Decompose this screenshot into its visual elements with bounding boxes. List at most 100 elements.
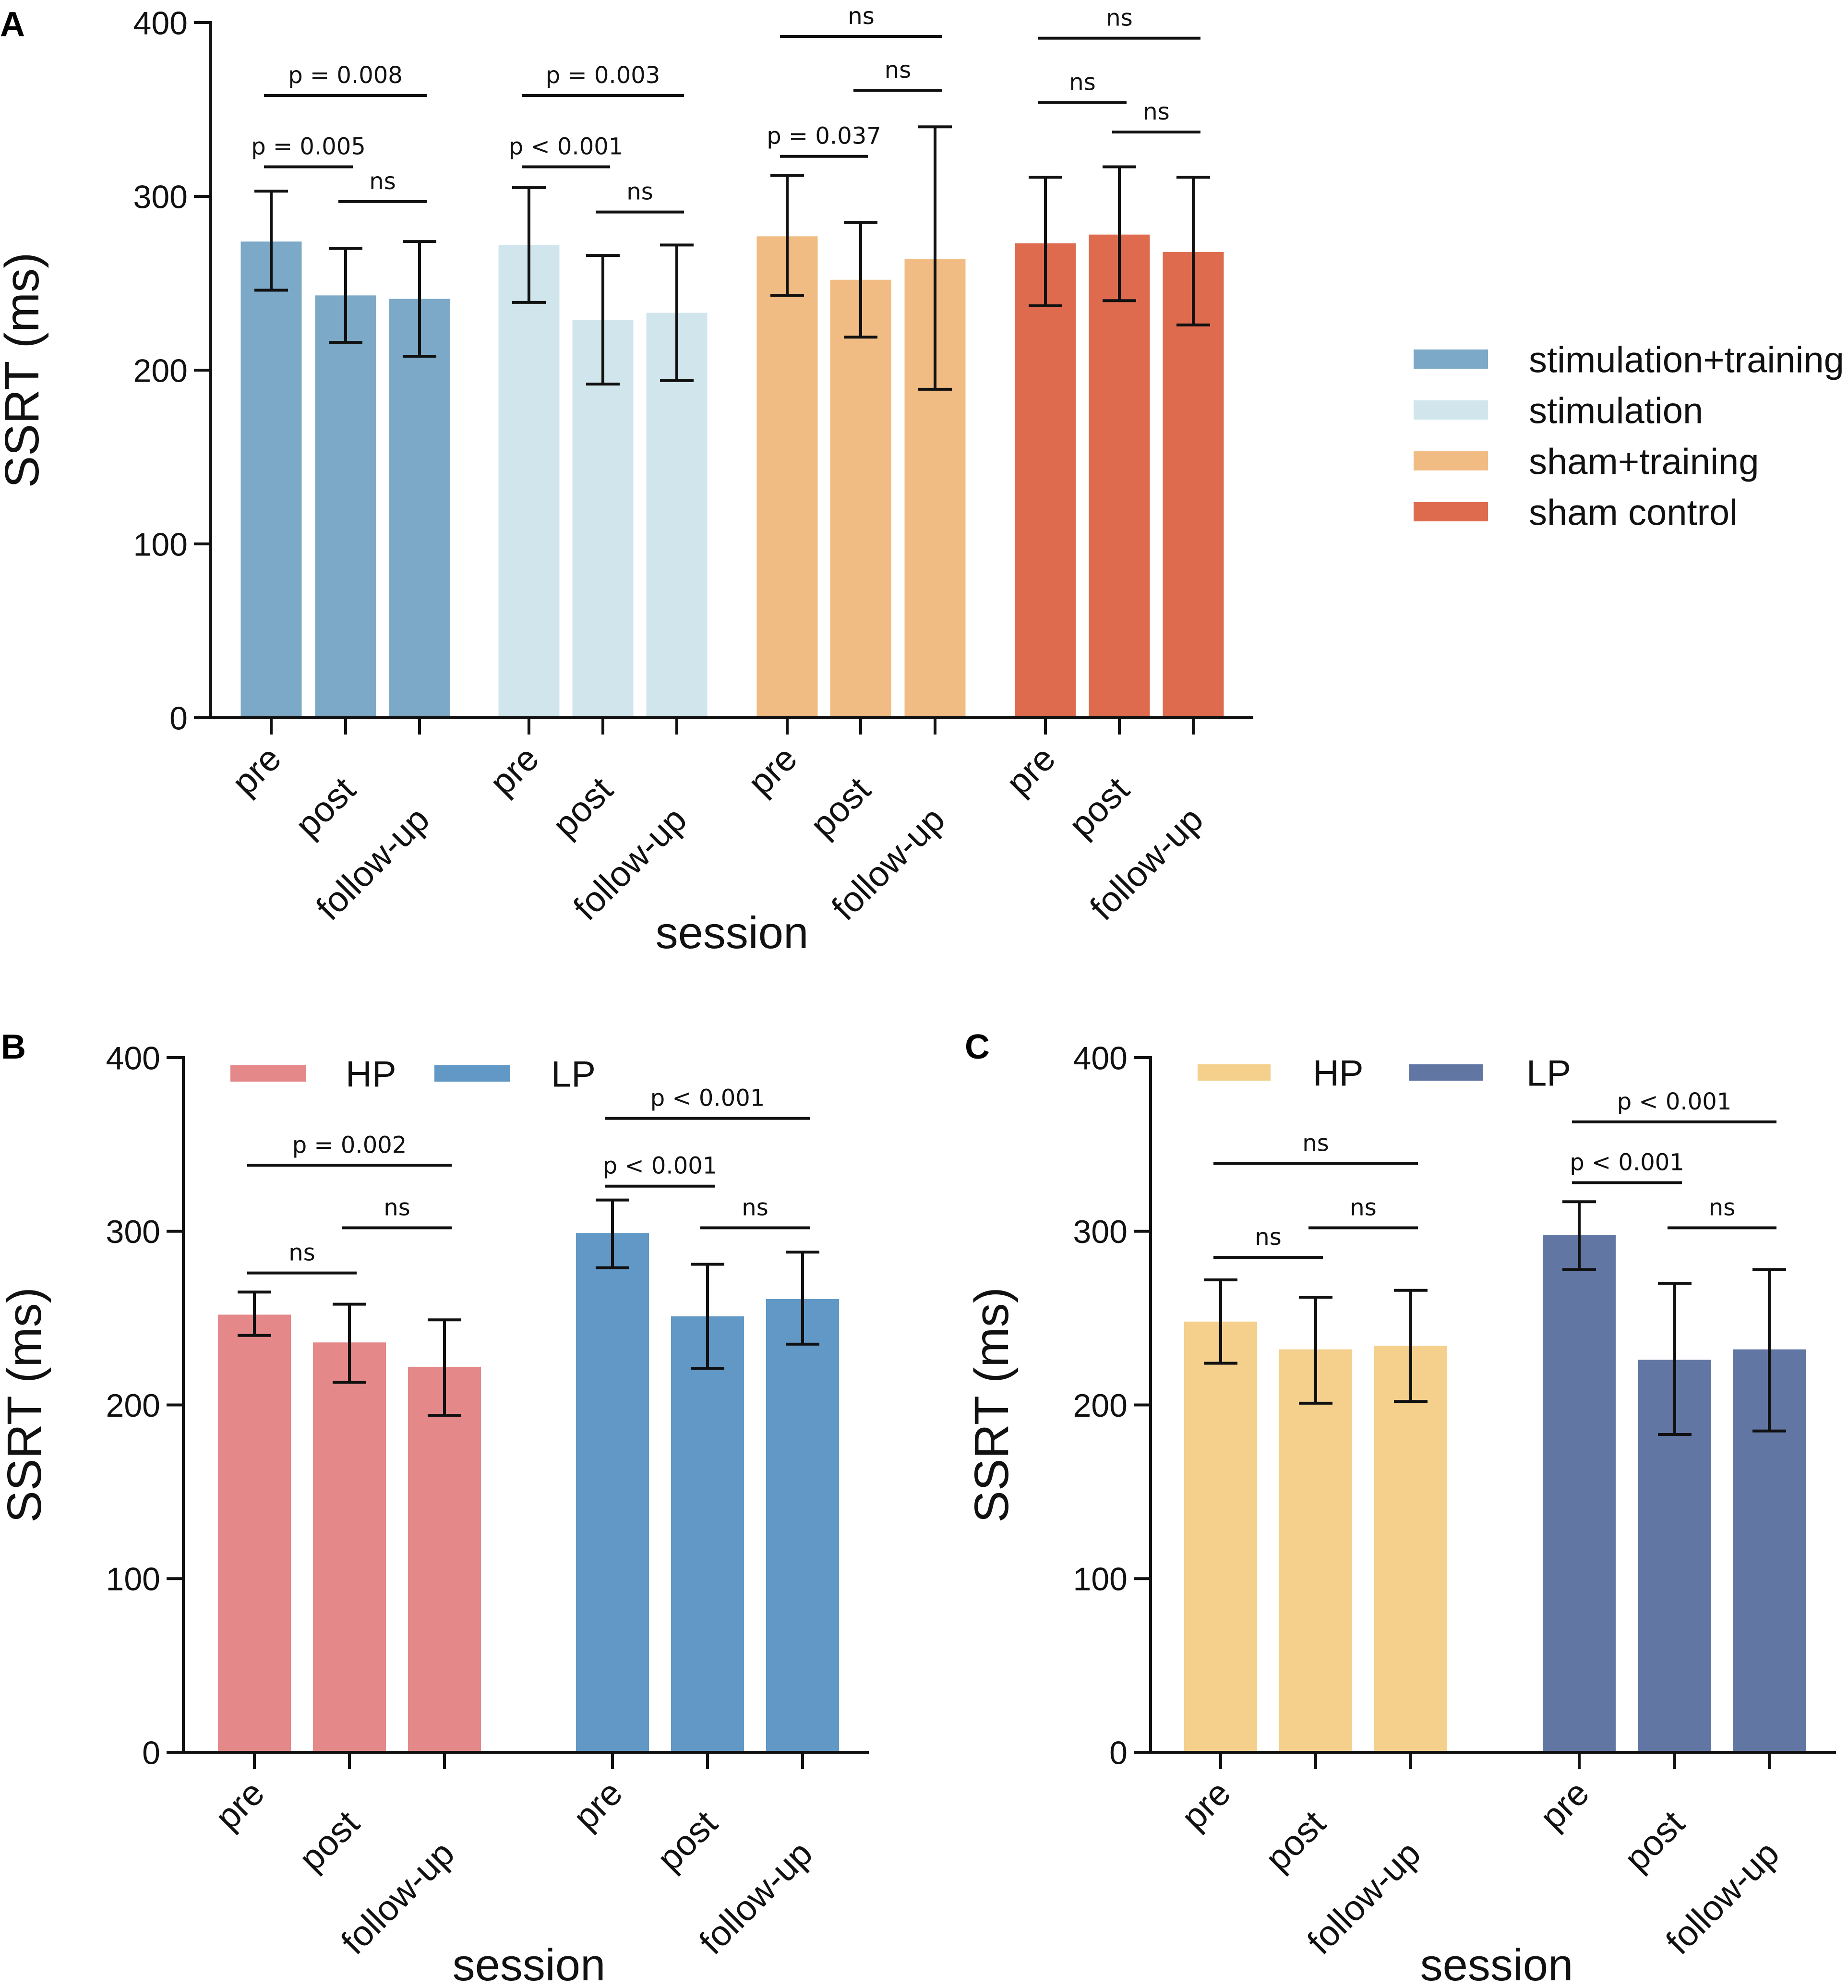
error-bar [918,125,952,391]
y-axis-label: SSRT (ms) [0,1287,51,1523]
panel-letter: A [0,5,25,44]
significance-label: ns [1350,1194,1376,1221]
x-tick-label: post [545,769,621,845]
significance-label: ns [369,168,396,195]
bar [315,295,376,718]
x-tick-label: post [1617,1803,1692,1879]
error-bar [1103,165,1136,302]
legend-swatch [1198,1064,1271,1081]
bar [240,241,302,718]
significance-label: ns [742,1194,768,1221]
legend: HP LP [1198,1053,1571,1094]
error-bar [1658,1282,1692,1436]
bar [671,1316,744,1752]
significance-label: ns [885,57,911,84]
x-tick-label: pre [565,1773,630,1837]
x-tick-label: pre [207,1773,272,1837]
y-tick-label: 100 [133,526,188,563]
error-bar [238,1290,271,1337]
significance-label: p = 0.037 [767,123,881,150]
error-bar [770,174,804,297]
significance-label: p = 0.008 [288,62,403,89]
error-bar [333,1302,366,1384]
y-tick-label: 200 [1073,1387,1128,1424]
y-tick-label: 0 [142,1735,160,1771]
legend-swatch [1409,1064,1483,1081]
x-tick-label: pre [1532,1773,1596,1837]
legend-label: LP [1526,1053,1571,1094]
x-tick-label: pre [1174,1773,1238,1837]
legend-swatch [434,1065,510,1082]
x-axis-label: session [1420,1940,1573,1988]
significance-label: ns [1255,1224,1281,1251]
x-tick-label: pre [224,738,288,803]
legend-swatch [1414,451,1488,470]
y-tick-label: 400 [1073,1040,1128,1076]
y-tick-label: 0 [169,700,188,736]
y-tick-label: 100 [106,1561,160,1598]
panel-letter: C [965,1028,990,1066]
bar [1163,252,1224,718]
legend: stimulation+training stimulation sham+trai… [1414,339,1844,533]
bar [756,236,818,718]
x-tick-label: post [288,769,363,845]
x-axis-label: session [453,1940,606,1988]
error-bar [1029,176,1062,308]
y-axis-label: SSRT (ms) [965,1287,1019,1523]
bar [408,1366,481,1752]
bar [1543,1234,1616,1752]
error-bar [1299,1296,1332,1405]
x-tick-label: follow-up [691,1833,820,1962]
significance-label: p < 0.001 [509,133,624,160]
x-tick-label: post [291,1803,367,1879]
error-bar [1176,176,1210,326]
bar [766,1299,839,1752]
significance-label: ns [626,179,653,205]
x-tick-label: post [803,769,878,845]
x-tick-label: follow-up [1299,1833,1428,1962]
significance-label: ns [1302,1130,1329,1157]
error-bar [1204,1278,1237,1365]
bar [1089,234,1150,718]
significance-label: ns [1709,1194,1735,1221]
x-tick-label: pre [482,738,546,803]
legend: HP LP [230,1054,596,1095]
y-tick-label: 200 [133,352,188,389]
x-tick-label: post [1258,1803,1333,1879]
error-bar [596,1198,629,1269]
bar [830,279,891,718]
legend-label: sham control [1529,492,1738,533]
significance-label: ns [288,1240,315,1266]
legend-label: sham+training [1529,441,1759,482]
x-tick-label: post [649,1803,725,1879]
bar [576,1233,649,1752]
legend-swatch [230,1065,306,1082]
bar [1279,1349,1352,1752]
significance-label: p < 0.001 [650,1085,765,1112]
bar [572,320,634,718]
legend-swatch [1414,400,1488,420]
bar [1184,1321,1257,1752]
significance-label: p = 0.005 [251,133,366,160]
legend-label: HP [1313,1053,1364,1094]
significance-label: ns [1069,69,1095,96]
x-tick-label: post [1061,769,1137,845]
legend-swatch [1414,502,1488,521]
error-bar [254,190,288,292]
error-bar [691,1263,724,1370]
error-bar [1752,1268,1786,1433]
y-tick-label: 400 [106,1040,160,1076]
y-tick-label: 300 [1073,1214,1128,1250]
y-tick-label: 300 [106,1214,160,1250]
legend-swatch [1414,349,1488,369]
y-tick-label: 0 [1109,1735,1128,1771]
error-bar [512,186,546,304]
error-bar [1562,1200,1596,1271]
y-axis-label: SSRT (ms) [0,253,49,488]
legend-label: LP [551,1054,596,1095]
y-tick-label: 100 [1073,1561,1128,1598]
x-tick-label: follow-up [333,1833,462,1962]
